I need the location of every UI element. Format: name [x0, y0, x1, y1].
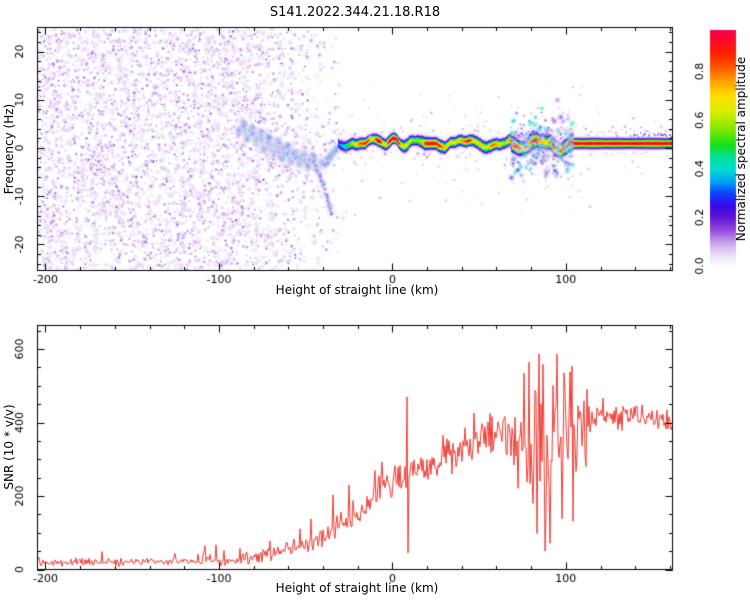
figure: S141.2022.344.21.18.R18 Frequency (Hz) H… [0, 0, 750, 600]
figure-canvas [0, 0, 750, 600]
